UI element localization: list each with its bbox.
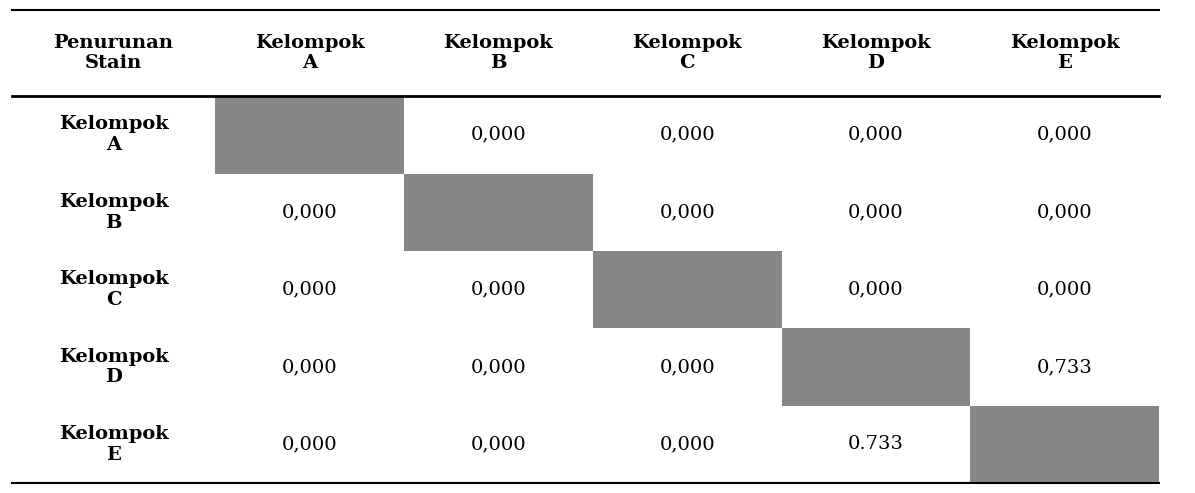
Text: Kelompok
A: Kelompok A	[59, 115, 168, 154]
Text: 0,000: 0,000	[471, 435, 526, 454]
Text: Kelompok
B: Kelompok B	[59, 193, 168, 232]
Text: 0,000: 0,000	[848, 126, 903, 144]
Text: 0,000: 0,000	[660, 435, 715, 454]
Text: 0,733: 0,733	[1037, 358, 1092, 376]
Text: 0,000: 0,000	[660, 126, 715, 144]
Text: 0,000: 0,000	[660, 358, 715, 376]
Bar	[404, 174, 593, 251]
Text: 0,000: 0,000	[848, 203, 903, 221]
Text: 0,000: 0,000	[1037, 281, 1092, 299]
Bar	[782, 328, 970, 406]
Text: Kelompok
E: Kelompok E	[1010, 34, 1120, 72]
Text: 0,000: 0,000	[282, 435, 337, 454]
Text: 0,000: 0,000	[1037, 203, 1092, 221]
Bar	[215, 96, 404, 174]
Text: 0,000: 0,000	[471, 281, 526, 299]
Text: Kelompok
B: Kelompok B	[443, 34, 553, 72]
Text: 0,000: 0,000	[471, 126, 526, 144]
Text: 0,000: 0,000	[848, 281, 903, 299]
Text: Kelompok
C: Kelompok C	[59, 270, 168, 309]
Text: 0,000: 0,000	[660, 203, 715, 221]
Bar	[593, 251, 782, 328]
Text: 0.733: 0.733	[848, 435, 903, 454]
Text: Kelompok
D: Kelompok D	[821, 34, 931, 72]
Text: 0,000: 0,000	[1037, 126, 1092, 144]
Text: Penurunan
Stain: Penurunan Stain	[54, 34, 173, 72]
Text: Kelompok
C: Kelompok C	[632, 34, 742, 72]
Text: 0,000: 0,000	[282, 203, 337, 221]
Text: 0,000: 0,000	[282, 281, 337, 299]
Text: 0,000: 0,000	[471, 358, 526, 376]
Text: Kelompok
A: Kelompok A	[255, 34, 364, 72]
Text: Kelompok
D: Kelompok D	[59, 348, 168, 387]
Bar	[970, 406, 1159, 483]
Text: Kelompok
E: Kelompok E	[59, 425, 168, 464]
Text: 0,000: 0,000	[282, 358, 337, 376]
